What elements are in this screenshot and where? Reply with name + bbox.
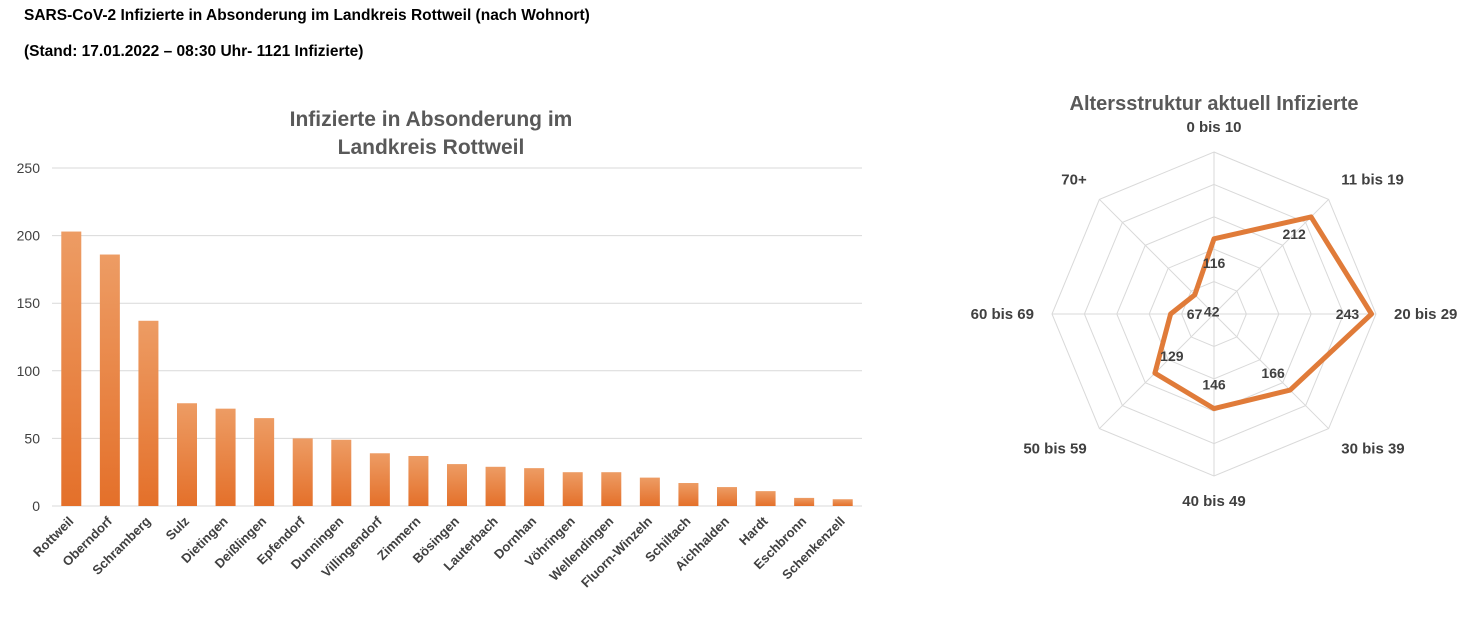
radar-category-11-bis-19: 11 bis 19 (1341, 172, 1404, 189)
radar-series (1152, 214, 1374, 412)
bar-zimmern (408, 455, 429, 506)
bar-oberndorf (99, 254, 120, 506)
bar-y-tick-label: 0 (32, 498, 40, 514)
radar-value-labels: 116 212 243 166 146 129 67 42 (1160, 226, 1359, 393)
radar-value-70: 42 (1204, 304, 1220, 320)
radar-chart: Altersstruktur aktuell Infizierte 0 bis … (971, 93, 1458, 510)
bar-dunningen (331, 439, 352, 506)
bar-y-tick-label: 200 (17, 228, 41, 244)
bar-chart-title-line-2: Landkreis Rottweil (338, 136, 525, 159)
radar-value-40-bis-49: 146 (1202, 377, 1226, 393)
radar-value-20-bis-29: 243 (1336, 306, 1360, 322)
bar-deisslingen (254, 418, 275, 506)
bar-x-label-sulz: Sulz (163, 513, 193, 543)
bar-y-tick-label: 250 (17, 160, 41, 176)
bar-y-tick-label: 50 (24, 430, 40, 446)
bar-rottweil (61, 231, 82, 506)
bar-dornhan (524, 468, 545, 506)
radar-category-20-bis-29: 20 bis 29 (1394, 306, 1457, 323)
radar-category-50-bis-59: 50 bis 59 (1023, 440, 1086, 457)
bar-chart: Infizierte in Absonderung im Landkreis R… (17, 108, 862, 590)
bar-boesingen (447, 464, 467, 506)
page-title: SARS-CoV-2 Infizierte in Absonderung im … (24, 7, 590, 24)
radar-grid (1051, 151, 1377, 477)
radar-category-30-bis-39: 30 bis 39 (1341, 440, 1404, 457)
radar-category-labels: 0 bis 10 11 bis 19 20 bis 29 30 bis 39 40 bi… (971, 119, 1458, 510)
bar-epfendorf (292, 438, 313, 506)
bar-hardt (755, 491, 776, 506)
bar-villingendorf (369, 453, 390, 506)
radar-value-11-bis-19: 212 (1282, 226, 1306, 242)
radar-value-30-bis-39: 166 (1261, 365, 1285, 381)
bar-lauterbach (485, 466, 506, 506)
bar-chart-title-line-1: Infizierte in Absonderung im (290, 108, 573, 131)
bar-gridlines (52, 167, 862, 507)
bar-schramberg (138, 320, 159, 506)
bar-schiltach (678, 483, 699, 506)
bar-series (61, 231, 853, 506)
radar-spoke (1213, 313, 1329, 429)
bar-voehringen (562, 472, 583, 506)
bar-y-axis: 0 50 100 150 200 250 (17, 160, 41, 514)
bar-schenkenzell (832, 499, 853, 506)
bar-y-tick-label: 150 (17, 295, 41, 311)
radar-series-line (1152, 214, 1374, 412)
radar-category-40-bis-49: 40 bis 49 (1182, 493, 1245, 510)
bar-eschbronn (794, 497, 815, 506)
bar-y-tick-label: 100 (17, 363, 41, 379)
radar-value-50-bis-59: 129 (1160, 348, 1184, 364)
bar-fluorn-winzeln (639, 477, 660, 506)
radar-category-60-bis-69: 60 bis 69 (971, 306, 1034, 323)
bar-dietingen (215, 408, 236, 506)
radar-value-60-bis-69: 67 (1187, 306, 1203, 322)
radar-value-0-bis-10: 116 (1203, 255, 1226, 271)
radar-category-0-bis-10: 0 bis 10 (1186, 119, 1241, 136)
radar-chart-title: Altersstruktur aktuell Infizierte (1070, 93, 1359, 115)
bar-aichhalden (717, 487, 737, 506)
bar-sulz (177, 403, 197, 506)
bar-wellendingen (601, 472, 622, 506)
page-subtitle: (Stand: 17.01.2022 – 08:30 Uhr- 1121 Inf… (24, 43, 364, 60)
bar-x-label-hardt: Hardt (736, 513, 771, 548)
radar-category-70: 70+ (1061, 172, 1087, 189)
